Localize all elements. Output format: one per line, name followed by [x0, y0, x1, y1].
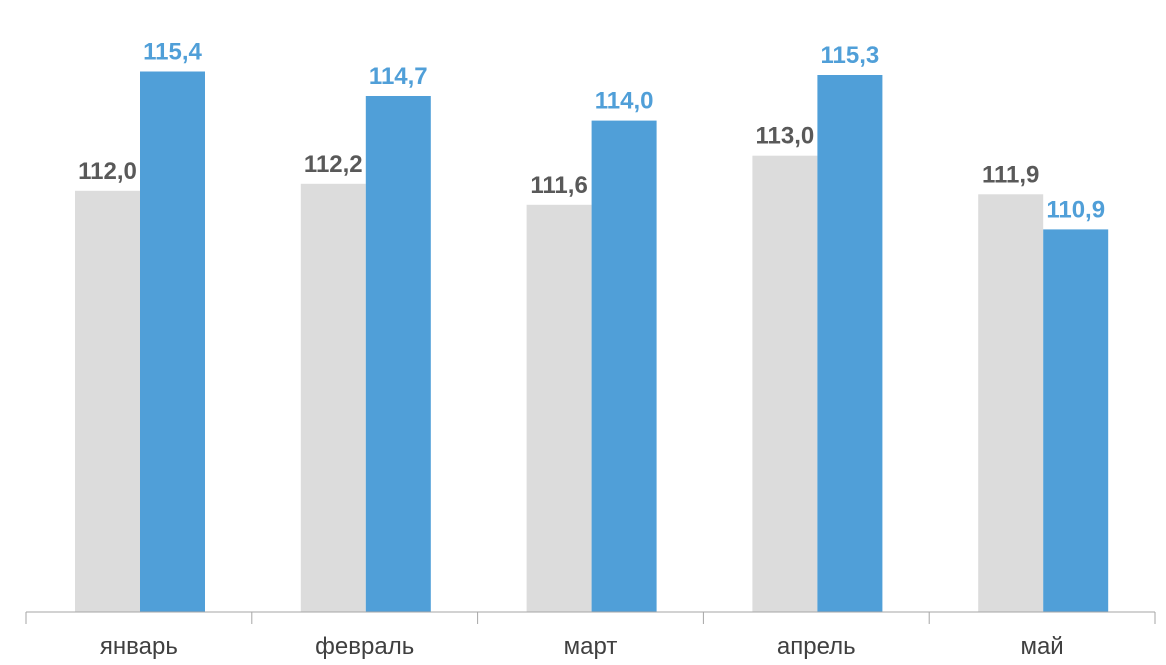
data-label-s1-3: 111,6 — [530, 172, 587, 199]
data-labels-group: 112,0 115,4 112,2 114,7 111,6 114,0 113,0 115,3… — [78, 39, 1105, 224]
x-tick-label-4: апрель — [777, 633, 856, 660]
bar-s2-4 — [817, 75, 883, 612]
bar-s2-2 — [365, 96, 431, 612]
x-axis: январь февраль март апрель май — [25, 611, 1156, 660]
x-tick-label-5: май — [1020, 633, 1063, 660]
bar-s1-4 — [752, 155, 818, 612]
bar-s1-3 — [526, 204, 592, 613]
bar-s1-5 — [978, 194, 1044, 613]
data-label-s1-2: 112,2 — [304, 151, 363, 178]
data-label-s2-1: 115,4 — [143, 39, 202, 66]
data-label-s2-4: 115,3 — [821, 42, 880, 69]
data-label-s2-5: 110,9 — [1046, 196, 1105, 223]
data-label-s1-1: 112,0 — [78, 158, 137, 185]
bars-group — [75, 71, 1109, 613]
bar-s2-3 — [591, 120, 657, 612]
data-label-s1-5: 111,9 — [982, 161, 1039, 188]
x-tick-label-3: март — [564, 633, 618, 660]
x-tick-label-1: январь — [100, 633, 178, 660]
bar-s2-5 — [1043, 229, 1109, 612]
bar-s1-2 — [300, 183, 366, 613]
bar-s2-1 — [140, 71, 205, 612]
data-label-s1-4: 113,0 — [756, 123, 815, 150]
data-label-s2-3: 114,0 — [595, 88, 654, 115]
data-label-s2-2: 114,7 — [369, 63, 428, 90]
x-tick-label-2: февраль — [315, 633, 414, 660]
bar-s1-1 — [75, 190, 140, 613]
